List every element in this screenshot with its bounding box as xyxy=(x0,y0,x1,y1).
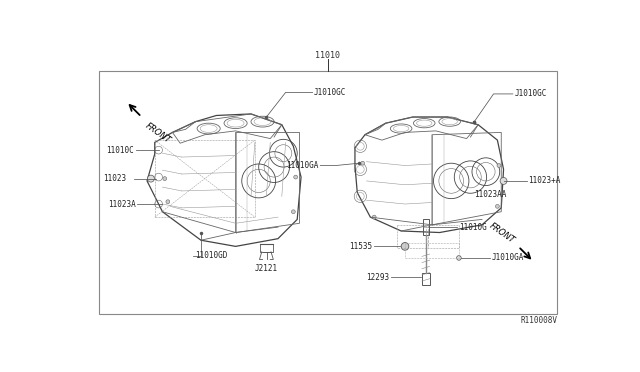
Text: J2121: J2121 xyxy=(255,264,278,273)
Circle shape xyxy=(361,161,365,165)
Circle shape xyxy=(166,200,170,203)
Circle shape xyxy=(294,175,298,179)
Text: FRONT: FRONT xyxy=(143,121,172,145)
Circle shape xyxy=(163,177,166,180)
Circle shape xyxy=(500,177,507,185)
Circle shape xyxy=(401,243,409,250)
Circle shape xyxy=(497,164,501,167)
Text: 11010C: 11010C xyxy=(106,145,134,155)
Bar xyxy=(99,71,557,314)
Text: 11023: 11023 xyxy=(103,174,126,183)
Text: 11010GD: 11010GD xyxy=(195,251,227,260)
Bar xyxy=(422,219,429,235)
Bar xyxy=(422,273,429,285)
Text: 11023A: 11023A xyxy=(108,199,136,209)
Circle shape xyxy=(372,215,376,219)
Circle shape xyxy=(495,205,499,208)
Text: J1010GC: J1010GC xyxy=(314,88,346,97)
Text: 11010: 11010 xyxy=(316,51,340,60)
Circle shape xyxy=(147,175,154,182)
Circle shape xyxy=(456,256,461,260)
Bar xyxy=(155,140,255,217)
Text: 11010G: 11010G xyxy=(459,222,486,232)
Text: 12293: 12293 xyxy=(365,273,389,282)
Text: 11010GA: 11010GA xyxy=(286,161,319,170)
Text: R110008V: R110008V xyxy=(520,316,557,325)
Text: FRONT: FRONT xyxy=(487,221,516,245)
Text: 11023+A: 11023+A xyxy=(528,176,561,185)
Text: J1010GC: J1010GC xyxy=(515,89,547,99)
Text: 11535: 11535 xyxy=(349,242,372,251)
Circle shape xyxy=(291,210,295,214)
Text: 11023AA: 11023AA xyxy=(474,189,507,199)
Text: J1010GA: J1010GA xyxy=(492,253,524,262)
